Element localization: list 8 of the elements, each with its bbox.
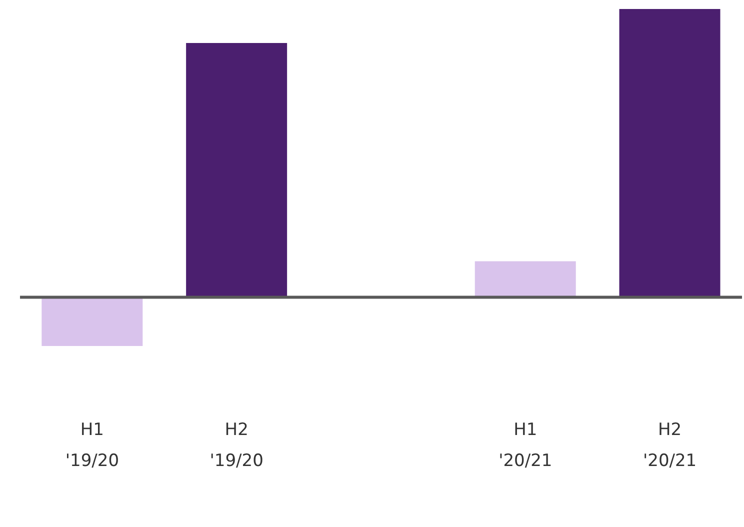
x-tick-label: H1 '20/21: [498, 420, 552, 471]
x-tick-label: H2 '20/21: [642, 420, 697, 471]
bar: [619, 9, 720, 298]
bar: [186, 43, 288, 298]
bar: [474, 261, 576, 298]
x-tick-label: H1 '19/20: [65, 420, 120, 471]
x-tick-label: H2 '19/20: [210, 420, 264, 471]
bar: [42, 297, 143, 346]
